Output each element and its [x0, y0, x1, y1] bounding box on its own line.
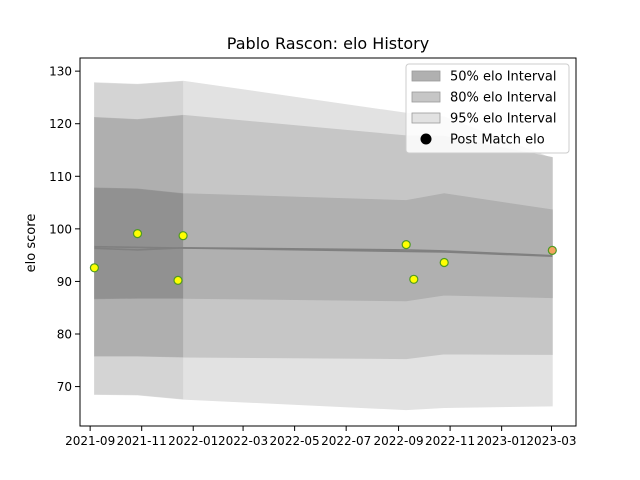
plot-frame [79, 57, 577, 427]
legend-swatch-2 [411, 91, 441, 103]
x-tick-label-2022-01: 2022-01 [168, 434, 218, 448]
line-elo [94, 246, 553, 257]
band-overlap-50pct [94, 187, 184, 299]
legend-marker-4 [420, 133, 432, 145]
y-tick-label-70: 70 [57, 380, 72, 394]
x-tick-label-2022-09: 2022-09 [373, 434, 423, 448]
post-match-point-8 [547, 245, 557, 255]
axes: 2021-09 2021-11 2022-01 2022-03 2022-05 2022-… [49, 65, 576, 448]
post-match-point-1 [89, 263, 100, 273]
band-overlap-95pct [94, 81, 184, 400]
post-match-point-6 [409, 274, 419, 284]
x-tick-label-2023-03: 2023-03 [526, 434, 576, 448]
post-match-point-4 [178, 231, 188, 241]
legend-swatch-3 [411, 112, 441, 124]
x-tick-label-2023-01: 2023-01 [477, 434, 527, 448]
plot-area [89, 80, 557, 411]
chart-title: Pablo Rascon: elo History [227, 34, 429, 53]
x-tick-label-2022-03: 2022-03 [218, 434, 268, 448]
y-axis-label: elo score [24, 214, 39, 273]
legend-label-4: Post Match elo [450, 133, 545, 148]
legend: 50% elo Interval 80% elo Interval 95% elo … [405, 63, 570, 154]
band-50pct [94, 187, 553, 302]
legend-swatch-1 [411, 70, 441, 82]
y-tick-label-130: 130 [49, 65, 72, 79]
y-tick-label-120: 120 [49, 117, 72, 131]
x-tick-label-2021-09: 2021-09 [65, 434, 115, 448]
post-match-point-2 [132, 229, 143, 239]
x-tick-label-2022-07: 2022-07 [321, 434, 371, 448]
x-tick-label-2021-11: 2021-11 [117, 434, 167, 448]
legend-label-1: 50% elo Interval [450, 70, 557, 85]
legend-label-2: 80% elo Interval [450, 91, 557, 106]
y-tick-label-110: 110 [49, 170, 72, 184]
y-tick-label-100: 100 [49, 222, 72, 236]
x-tick-label-2022-05: 2022-05 [270, 434, 320, 448]
post-match-point-3 [173, 275, 183, 285]
post-match-point-5 [401, 240, 411, 250]
line-elo-prior [94, 245, 553, 257]
y-tick-label-90: 90 [57, 275, 72, 289]
post-match-point-7 [439, 257, 449, 268]
y-tick-label-80: 80 [57, 328, 72, 342]
x-tick-label-2022-11: 2022-11 [425, 434, 475, 448]
legend-box [405, 63, 570, 154]
legend-label-3: 95% elo Interval [450, 112, 557, 127]
